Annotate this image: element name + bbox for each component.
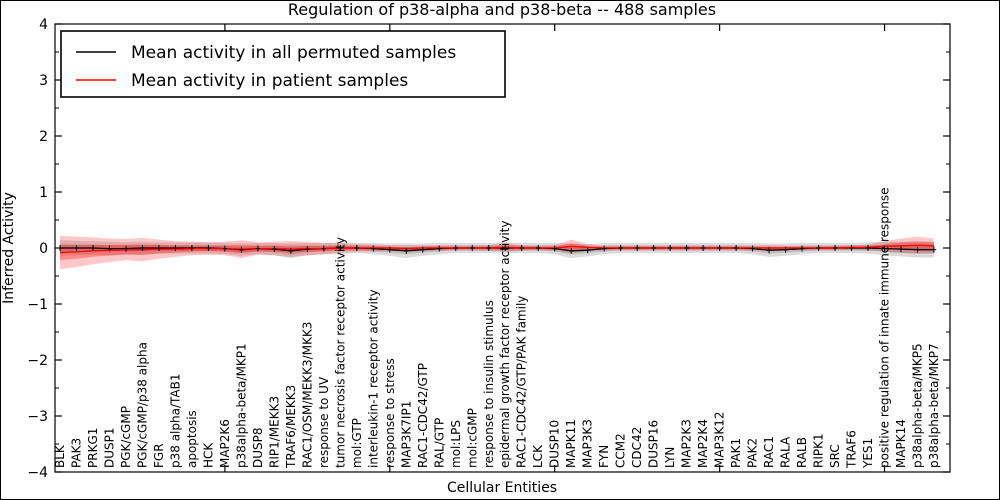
x-tick-label: TRAF6	[845, 430, 859, 469]
y-tick-label: −1	[27, 297, 48, 313]
x-tick-label: PAK1	[729, 438, 743, 468]
series-line-patient	[59, 244, 935, 254]
y-tick-label: 4	[39, 17, 48, 33]
x-tick-label: response to stress	[383, 358, 397, 468]
x-tick-label: positive regulation of innate immune res…	[878, 188, 892, 468]
y-tick-label: 1	[39, 185, 48, 201]
legend-label-permuted: Mean activity in all permuted samples	[131, 43, 456, 63]
x-tick-label: PGK/cGMP/p38 alpha	[136, 342, 150, 468]
x-tick-label: RIPK1	[812, 433, 826, 468]
x-tick-label: DUSP10	[548, 420, 562, 468]
x-tick-label: LYN	[663, 447, 677, 468]
x-tick-label: RAC1/OSM/MEKK3/MKK3	[300, 322, 314, 468]
x-tick-label: RIP1/MEKK3	[267, 396, 281, 468]
x-tick-label: response to insulin stimulus	[482, 300, 496, 468]
axes-frame	[54, 23, 951, 473]
x-tick-label: DUSP1	[103, 427, 117, 468]
x-tick-label: mol:GTP	[350, 418, 364, 468]
x-tick-label: RAC1-CDC42/GTP	[416, 363, 430, 468]
x-tick-label: MAP3K7IP1	[399, 401, 413, 468]
x-tick-label: PRKG1	[86, 428, 100, 468]
x-tick-label: CCM2	[614, 433, 628, 468]
x-tick-label: YES1	[861, 438, 875, 469]
y-tick-label: −4	[27, 465, 48, 481]
x-tick-label: tumor necrosis factor receptor activity	[333, 237, 347, 468]
x-tick-label: p38 alpha/TAB1	[168, 374, 182, 468]
x-tick-label: MAP2K4	[696, 419, 710, 468]
x-tick-label: mol:LPS	[449, 420, 463, 468]
y-tick-label: −2	[27, 353, 48, 369]
x-tick-label: response to UV	[317, 376, 331, 468]
band-inner-patient	[60, 241, 934, 260]
x-tick-label: CDC42	[630, 427, 644, 468]
legend: Mean activity in all permuted samples Me…	[60, 30, 506, 98]
x-tick-label: RALA	[779, 436, 793, 468]
y-axis-label: Inferred Activity	[1, 192, 17, 304]
x-tick-label: p38alpha-beta/MKP5	[911, 343, 925, 468]
x-tick-label: FYN	[597, 445, 611, 468]
y-tick-label: −3	[27, 409, 48, 425]
x-tick-label: p38alpha-beta/MKP7	[927, 343, 941, 468]
x-tick-label: TRAF6/MEKK3	[284, 385, 298, 469]
x-tick-label: MAPK11	[564, 419, 578, 468]
y-tick-label: 2	[39, 129, 48, 145]
x-tick-label: RALB	[795, 437, 809, 468]
x-tick-label: RAC1	[762, 436, 776, 468]
x-tick-label: RAL/GTP	[432, 418, 446, 468]
legend-label-patient: Mean activity in patient samples	[131, 71, 408, 91]
x-tick-label: LCK	[531, 444, 545, 468]
x-axis-label: Cellular Entities	[447, 480, 557, 496]
x-tick-label: MAPK14	[894, 419, 908, 468]
x-tick-label: FGR	[152, 443, 166, 468]
plot-area: −4 −3 −2 −1 0 1 2 3 4 BLK PAK3 PRKG1 DUSP1 PGK/cGMP PG…	[27, 17, 950, 481]
x-tick-label: PGK/cGMP	[119, 406, 133, 468]
chart-title: Regulation of p38-alpha and p38-beta -- …	[288, 0, 716, 19]
x-tick-label: MAP3K3	[581, 419, 595, 468]
x-tick-label: HCK	[201, 442, 215, 468]
x-tick-label: PAK3	[70, 438, 84, 468]
x-tick-label: RAC1-CDC42/GTP/PAK family	[515, 296, 529, 468]
x-tick-label: PAK2	[746, 438, 760, 468]
x-tick-label: SRC	[828, 444, 842, 468]
x-tick-label: MAP2K3	[680, 419, 694, 468]
x-tick-label: apoptosis	[185, 410, 199, 468]
band-inner-permuted	[60, 244, 934, 255]
y-tick-label: 3	[39, 73, 48, 89]
x-tick-label: DUSP8	[251, 427, 265, 468]
x-tick-label: MAP3K12	[713, 411, 727, 468]
band-outer-patient	[60, 235, 934, 270]
band-outer-permuted	[60, 240, 934, 259]
legend-box	[60, 30, 506, 98]
x-tick-label: BLK	[53, 444, 67, 468]
x-tick-label: DUSP16	[647, 420, 661, 468]
x-tick-label: MAP2K6	[218, 419, 232, 468]
x-tick-label: interleukin-1 receptor activity	[366, 289, 380, 468]
x-tick-label: epidermal growth factor receptor activit…	[498, 221, 512, 468]
x-tick-label: mol:cGMP	[465, 408, 479, 468]
y-tick-label: 0	[39, 241, 48, 257]
x-tick-label: p38alpha-beta/MKP1	[234, 343, 248, 468]
